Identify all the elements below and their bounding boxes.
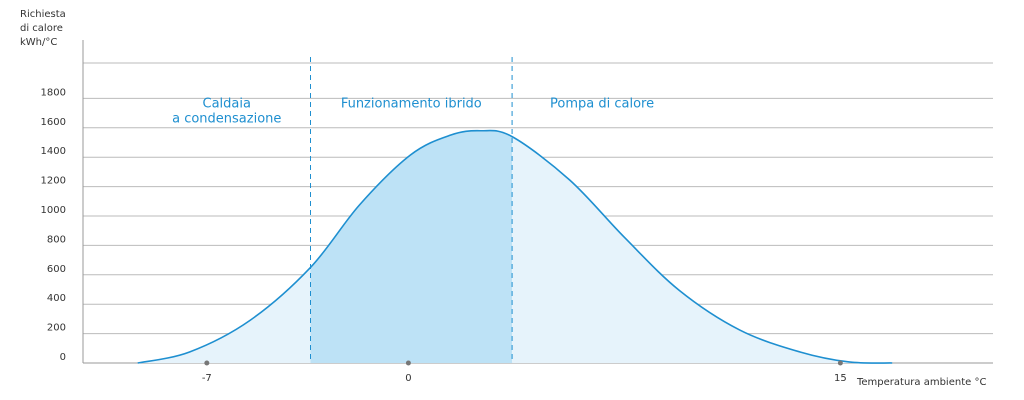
y-tick-label: 200 [47, 323, 66, 334]
x-tick-mark [837, 360, 843, 366]
y-tick-label: 600 [47, 264, 66, 275]
y-tick-label: 0 [60, 352, 66, 363]
x-tick-label: 15 [834, 373, 847, 384]
y-tick-label: 1000 [41, 205, 66, 216]
y-tick-label: 400 [47, 293, 66, 304]
area-fill [310, 130, 513, 363]
x-axis-title: Temperatura ambiente °C [856, 377, 986, 388]
zone-label: Pompa di calore [550, 97, 654, 112]
zone-label: a condensazione [172, 112, 281, 127]
y-tick-label: 800 [47, 234, 66, 245]
y-tick-label: 1400 [41, 146, 66, 157]
area-line [137, 129, 893, 364]
zone-label: Caldaia [203, 97, 251, 112]
area-fill [512, 136, 893, 364]
x-tick-label: -7 [202, 373, 212, 384]
x-tick-mark [405, 360, 411, 366]
y-axis-title: di calore [20, 23, 63, 34]
zone-label: Funzionamento ibrido [341, 97, 482, 112]
x-tick-label: 0 [405, 373, 411, 384]
y-tick-label: 1600 [41, 117, 66, 128]
area-fill [137, 267, 311, 363]
y-tick-label: 1200 [41, 176, 66, 187]
x-tick-mark [204, 360, 210, 366]
y-tick-label: 1800 [41, 87, 66, 98]
y-axis-title: kWh/°C [20, 37, 57, 48]
y-axis-title: Richiesta [20, 9, 66, 20]
